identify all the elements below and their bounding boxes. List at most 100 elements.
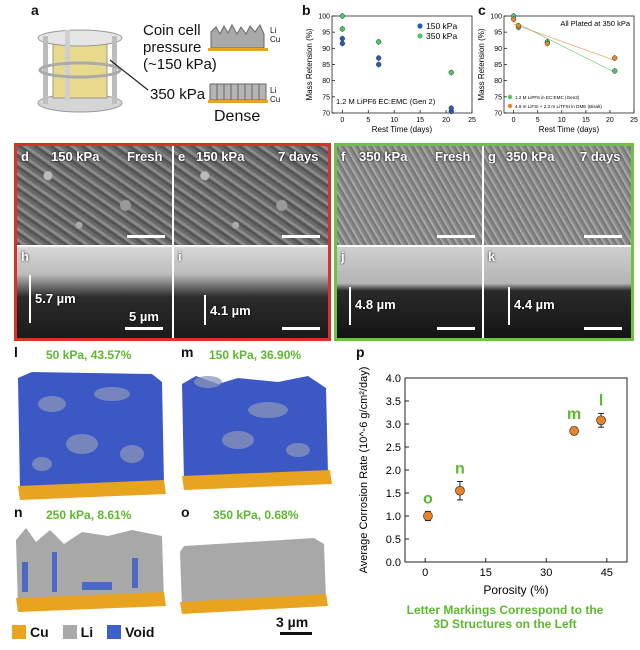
y-tick-label: 85 xyxy=(494,62,502,69)
structure-m-caption: 150 kPa, 36.90% xyxy=(209,348,302,362)
y-tick-label: 100 xyxy=(318,14,330,21)
x-tick-label: 10 xyxy=(390,117,398,124)
data-point xyxy=(339,40,345,47)
cu-label-top: Cu xyxy=(270,35,281,44)
point-letter: n xyxy=(455,461,465,478)
high-pressure-text: 350 kPa xyxy=(150,86,206,103)
scale-bar xyxy=(437,327,475,330)
scale-bar xyxy=(584,327,622,330)
x-axis-label: Porosity (%) xyxy=(483,583,548,597)
scale-bar xyxy=(127,235,165,238)
thickness-arrow xyxy=(349,287,351,325)
sem-e-title: 150 kPa xyxy=(196,149,245,164)
data-point xyxy=(376,61,382,68)
scale-bar xyxy=(282,235,320,238)
sem-f-letter: f xyxy=(341,149,346,164)
cu-legend-label: Cu xyxy=(30,624,49,640)
x-tick-label: 10 xyxy=(558,117,566,124)
legend-marker xyxy=(507,103,513,109)
xsec-k-letter: k xyxy=(488,249,496,264)
legend-label: 4.6 m LiFSI + 2.3 m LiTFSI in DME (Bisal… xyxy=(515,104,602,109)
structure-n-caption: 250 kPa, 8.61% xyxy=(46,508,132,522)
sem-e-letter: e xyxy=(178,149,186,164)
x-tick-label: 15 xyxy=(480,567,492,579)
data-point xyxy=(612,55,618,61)
sem-e-state: 7 days xyxy=(278,149,319,164)
panel-p-label: p xyxy=(356,344,365,360)
plot-frame xyxy=(404,377,628,563)
sem-f-title: 350 kPa xyxy=(359,149,408,164)
y-axis-label: Average Corrosion Rate (10^-6 g/cm²/day) xyxy=(358,367,370,574)
data-point xyxy=(596,415,606,426)
x-tick-label: 45 xyxy=(601,567,613,579)
li-swatch xyxy=(62,625,77,639)
scale-bar xyxy=(282,327,320,330)
red-frame xyxy=(14,143,331,341)
y-tick-label: 1.5 xyxy=(386,488,401,500)
scale-bar xyxy=(584,235,622,238)
fit-line xyxy=(513,21,615,73)
sem-g: g 350 kPa 7 days xyxy=(484,146,631,245)
data-point xyxy=(423,511,433,521)
x-tick-label: 5 xyxy=(536,117,540,124)
y-axis-label: Mass Retension (%) xyxy=(305,28,314,100)
y-tick-label: 1.0 xyxy=(386,511,401,523)
coin-cell-illustration xyxy=(37,29,123,113)
fit-line xyxy=(513,23,615,61)
y-tick-label: 0.5 xyxy=(386,534,401,546)
structure-l-caption: 50 kPa, 43.57% xyxy=(46,348,132,362)
legend-marker xyxy=(417,23,423,29)
data-point xyxy=(515,23,522,29)
y-tick-label: 80 xyxy=(494,78,502,85)
y-axis-label: Mass Retension (%) xyxy=(477,28,486,100)
xsec-h-letter: h xyxy=(21,249,29,264)
sem-f-state: Fresh xyxy=(435,149,471,164)
li-label-bottom: Li xyxy=(270,86,277,95)
data-point xyxy=(339,13,345,19)
li-label-top: Li xyxy=(270,26,277,35)
panel-a-label: a xyxy=(31,2,39,18)
coin-cell-text-2: pressure xyxy=(143,39,202,56)
structure-n-letter: n xyxy=(14,504,23,520)
structure-l-render xyxy=(18,372,166,500)
structure-scale-bar xyxy=(280,632,312,635)
x-tick-label: 5 xyxy=(366,117,370,124)
data-point xyxy=(339,36,345,42)
xsec-h-scale: 5 µm xyxy=(129,309,159,324)
cu-swatch xyxy=(12,625,26,639)
sem-g-state: 7 days xyxy=(580,149,621,164)
xsec-i-letter: i xyxy=(178,249,182,264)
xsec-i: i 4.1 µm xyxy=(174,247,328,338)
li-legend-label: Li xyxy=(80,624,94,640)
x-tick-label: 0 xyxy=(512,117,516,124)
y-tick-label: 3.0 xyxy=(386,419,401,431)
panel-b-label: b xyxy=(302,2,311,18)
xsec-k-thickness: 4.4 µm xyxy=(514,297,555,312)
legend-marker xyxy=(507,94,513,100)
sem-d: d 150 kPa Fresh xyxy=(17,146,172,245)
xsec-h-thickness: 5.7 µm xyxy=(35,291,76,306)
y-tick-label: 70 xyxy=(322,111,330,118)
x-tick-label: 15 xyxy=(582,117,590,124)
chart-annotation: 1.2 M LiPF6 EC:EMC (Gen 2) xyxy=(336,97,436,106)
structure-o-render xyxy=(180,538,328,614)
structure-legend: Cu Li Void xyxy=(12,624,154,640)
data-point xyxy=(455,485,465,496)
panel-p-caption: Letter Markings Correspond to the 3D Str… xyxy=(370,603,640,631)
sem-e: e 150 kPa 7 days xyxy=(174,146,328,245)
x-tick-label: 25 xyxy=(468,117,476,124)
y-tick-label: 4.0 xyxy=(386,373,401,385)
y-tick-label: 2.5 xyxy=(386,442,401,454)
y-tick-label: 90 xyxy=(494,46,502,53)
data-point xyxy=(612,68,618,74)
chart-title: All Plated at 350 kPa xyxy=(560,19,630,28)
pointer-line xyxy=(109,59,149,91)
green-frame xyxy=(334,143,634,341)
x-axis-label: Rest Time (days) xyxy=(372,125,433,134)
dense-label: Dense xyxy=(214,108,261,125)
x-tick-label: 0 xyxy=(422,567,428,579)
porous-li-illustration xyxy=(208,23,268,51)
sem-d-state: Fresh xyxy=(127,149,163,164)
coin-cell-text-1: Coin cell xyxy=(143,22,201,39)
y-tick-label: 2.0 xyxy=(386,465,401,477)
